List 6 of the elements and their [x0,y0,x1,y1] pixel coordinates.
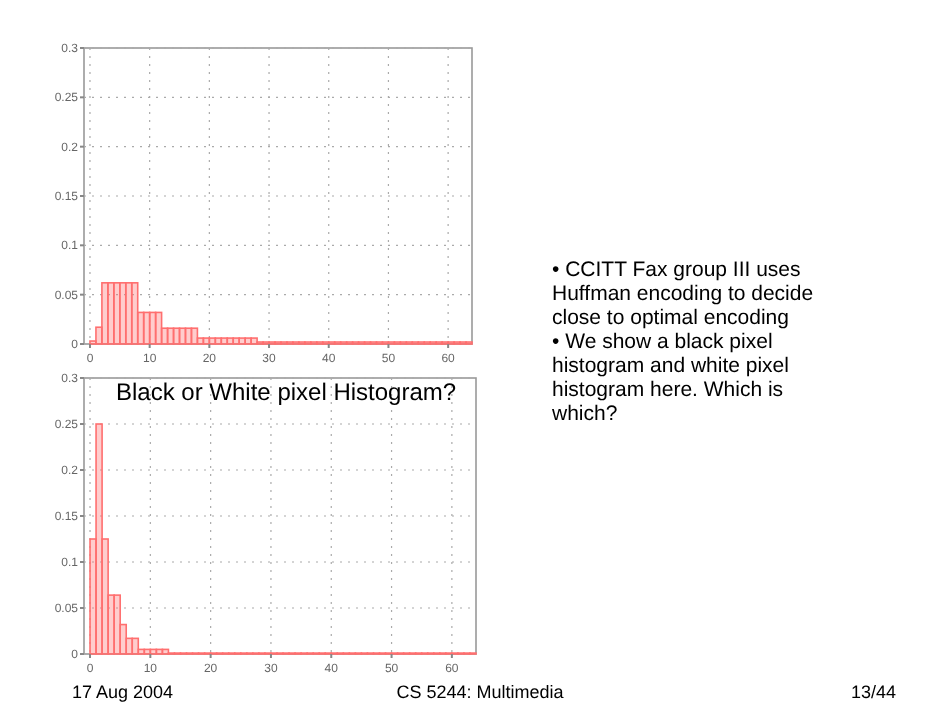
text: CS 5244: Multimedia [396,682,564,702]
text: • CCITT Fax group III uses Huffman encoding to decide close to optimal encoding [552,258,814,330]
text: • We show a black pixel histogram and white pixel histogram here. Which is which? [550,330,789,426]
text: 13/44 [850,682,896,702]
text: 17 Aug 2004 [72,682,174,702]
chart-title: Black or White pixel Histogram? [116,378,457,406]
